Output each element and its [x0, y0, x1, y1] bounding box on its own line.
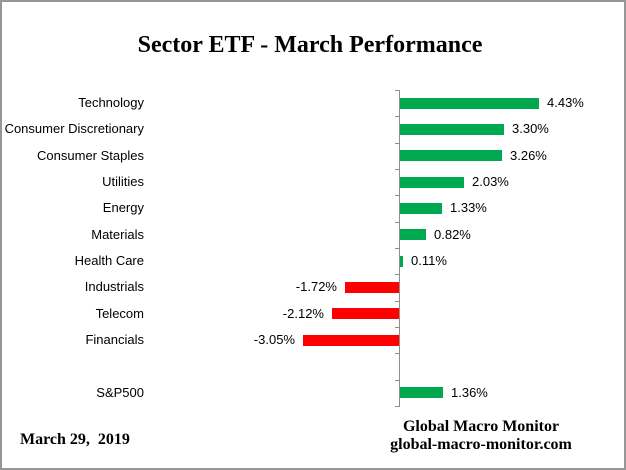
- axis-tick: [395, 222, 400, 223]
- axis-tick: [395, 169, 400, 170]
- value-label-s-p500: 1.36%: [451, 384, 488, 400]
- bar-consumer-staples: [400, 150, 502, 162]
- brand-block: Global Macro Monitor global-macro-monito…: [356, 418, 606, 454]
- brand-name: Global Macro Monitor: [402, 418, 560, 435]
- bar-financials: [303, 334, 399, 346]
- category-label-technology: Technology: [78, 95, 144, 110]
- value-label-telecom: -2.12%: [282, 305, 324, 321]
- category-label-health-care: Health Care: [74, 252, 144, 268]
- axis-tick: [395, 116, 400, 117]
- value-label-financials: -3.05%: [253, 331, 295, 347]
- category-label-financials: Financials: [85, 331, 144, 347]
- value-label-utilities: 2.03%: [472, 173, 509, 189]
- axis-tick: [395, 406, 400, 407]
- bar-utilities: [400, 176, 464, 188]
- category-label-consumer-staples: Consumer Staples: [37, 147, 144, 163]
- category-label-s-p500: S&P500: [96, 384, 144, 400]
- value-label-industrials: -1.72%: [295, 279, 337, 295]
- value-label-materials: 0.82%: [434, 226, 471, 242]
- value-label-technology: 4.43%: [547, 95, 584, 110]
- axis-tick: [395, 143, 400, 144]
- category-label-industrials: Industrials: [84, 279, 144, 295]
- category-label-telecom: Telecom: [95, 305, 144, 321]
- axis-tick: [395, 380, 400, 381]
- axis-tick: [395, 248, 400, 249]
- value-label-energy: 1.33%: [450, 200, 487, 216]
- brand-url: global-macro-monitor.com: [390, 436, 572, 453]
- axis-tick: [395, 90, 400, 91]
- axis-tick: [395, 195, 400, 196]
- value-label-consumer-discretionary: 3.30%: [512, 121, 549, 137]
- axis-tick: [395, 301, 400, 302]
- bar-telecom: [332, 308, 399, 320]
- bar-health-care: [400, 255, 403, 267]
- axis-tick: [395, 353, 400, 354]
- category-label-utilities: Utilities: [102, 173, 144, 189]
- chart-title: Sector ETF - March Performance: [137, 32, 483, 58]
- bar-energy: [400, 202, 442, 214]
- bar-consumer-discretionary: [400, 123, 504, 135]
- value-label-consumer-staples: 3.26%: [510, 147, 547, 163]
- date-label: March 29, 2019: [20, 431, 130, 448]
- bar-materials: [400, 229, 426, 241]
- bar-industrials: [345, 281, 399, 293]
- category-label-consumer-discretionary: Consumer Discretionary: [4, 121, 144, 137]
- category-label-materials: Materials: [91, 226, 144, 242]
- bar-s-p500: [400, 387, 443, 399]
- axis-tick: [395, 327, 400, 328]
- value-label-health-care: 0.11%: [411, 252, 447, 268]
- bar-technology: [400, 97, 539, 109]
- category-label-energy: Energy: [102, 200, 144, 216]
- axis-tick: [395, 274, 400, 275]
